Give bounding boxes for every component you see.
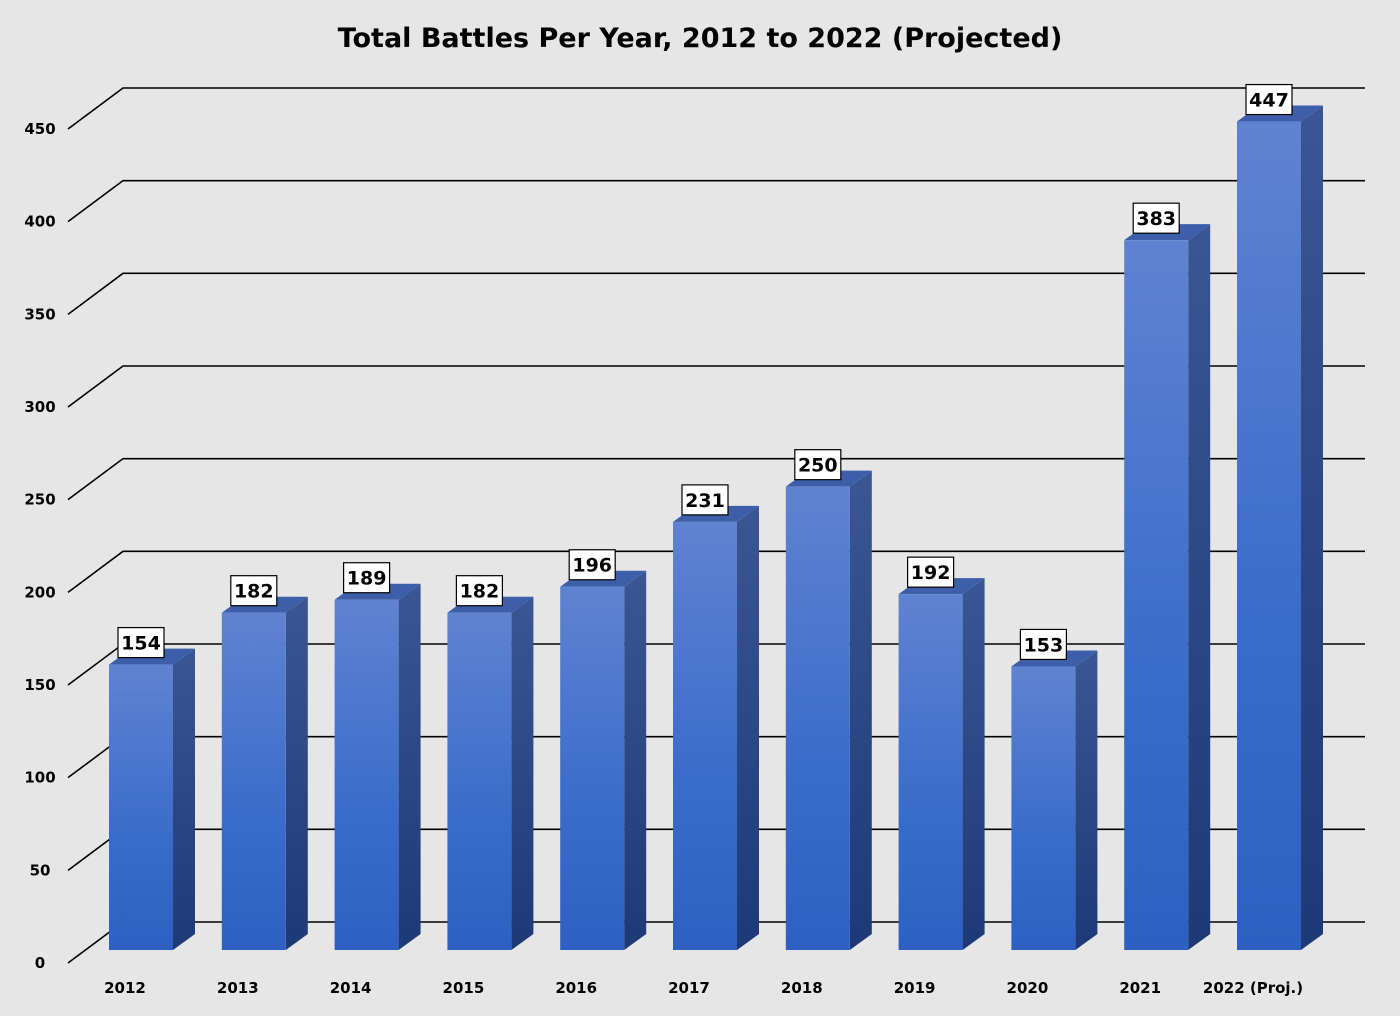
bar: 182	[221, 575, 308, 950]
bar: 383	[1124, 202, 1211, 950]
bar-side	[1301, 105, 1323, 950]
data-label-box	[343, 562, 391, 594]
x-tick-label: 2018	[781, 979, 823, 997]
data-label-box	[455, 575, 503, 607]
bar-side	[511, 596, 534, 950]
y-tick-label: 100	[24, 769, 55, 787]
data-label: 196	[572, 555, 612, 577]
gridline	[67, 550, 1365, 593]
gridline	[67, 457, 1365, 501]
y-tick-label: 250	[24, 491, 55, 509]
y-tick-label: 450	[24, 120, 55, 138]
x-tick-label: 2013	[217, 979, 259, 997]
bar: 231	[673, 484, 759, 950]
gridline	[67, 179, 1365, 223]
data-label: 250	[798, 455, 838, 477]
data-label: 189	[347, 568, 387, 590]
bar-side	[1075, 650, 1098, 950]
x-tick-label: 2020	[1007, 979, 1049, 997]
x-tick-label: 2015	[443, 979, 485, 997]
bar: 189	[334, 562, 421, 950]
bar-side	[285, 596, 308, 950]
x-tick-label: 2019	[894, 979, 936, 997]
y-tick-label: 350	[24, 305, 55, 323]
bar-side	[849, 470, 872, 950]
bar-front	[1237, 121, 1301, 950]
chart-title: Total Battles Per Year, 2012 to 2022 (Pr…	[338, 23, 1063, 54]
bar-front	[673, 521, 737, 950]
data-label-box	[568, 549, 616, 581]
bar-front	[447, 612, 512, 950]
data-label-box	[1019, 628, 1068, 661]
bar: 154	[109, 626, 195, 950]
x-tick-label: 2016	[555, 979, 597, 997]
data-label-box	[1245, 83, 1293, 116]
bar-side	[173, 648, 195, 950]
bar: 182	[447, 575, 534, 950]
bar-side	[737, 505, 759, 950]
bar-side	[398, 583, 421, 950]
x-tick-label: 2022 (Proj.)	[1203, 979, 1303, 997]
bar-side	[624, 570, 647, 950]
data-label: 153	[1024, 634, 1064, 656]
bar: 196	[560, 549, 647, 950]
bar-front	[898, 594, 963, 950]
bar-front	[221, 612, 286, 950]
y-tick-label: 150	[24, 676, 55, 694]
bar: 250	[785, 449, 872, 950]
x-tick-label: 2012	[104, 979, 146, 997]
x-tick-label: 2017	[668, 979, 710, 997]
bar-side	[1188, 224, 1211, 950]
data-label-box	[681, 484, 729, 516]
data-label: 447	[1249, 90, 1289, 112]
y-tick-label: 50	[30, 861, 51, 879]
gridline	[67, 272, 1365, 315]
data-label-box	[117, 626, 165, 659]
bar-front	[1124, 240, 1189, 950]
data-label: 383	[1136, 208, 1176, 230]
bar-side	[962, 578, 985, 950]
bar: 153	[1011, 628, 1098, 950]
x-tick-label: 2014	[330, 979, 372, 997]
bar: 447	[1237, 83, 1323, 950]
bar-front	[1011, 666, 1076, 950]
y-tick-label: 300	[24, 398, 55, 416]
data-label: 182	[234, 581, 274, 603]
y-tick-label: 200	[24, 583, 55, 601]
bar: 192	[898, 556, 985, 950]
y-tick-label: 0	[35, 954, 45, 972]
data-label: 182	[460, 581, 500, 603]
gridline	[67, 87, 1365, 130]
bar-front	[109, 664, 173, 950]
data-label-box	[794, 449, 842, 481]
gridline	[67, 365, 1365, 408]
bar-front	[560, 586, 625, 950]
data-label: 154	[121, 633, 161, 655]
data-label: 192	[911, 562, 951, 584]
data-label-box	[1132, 202, 1180, 234]
x-tick-label: 2021	[1119, 979, 1161, 997]
bar-front	[334, 599, 399, 950]
data-label-box	[906, 556, 955, 588]
bar-front	[785, 486, 850, 950]
y-tick-label: 400	[24, 213, 55, 231]
data-label-box	[230, 575, 278, 607]
data-label: 231	[685, 490, 725, 512]
